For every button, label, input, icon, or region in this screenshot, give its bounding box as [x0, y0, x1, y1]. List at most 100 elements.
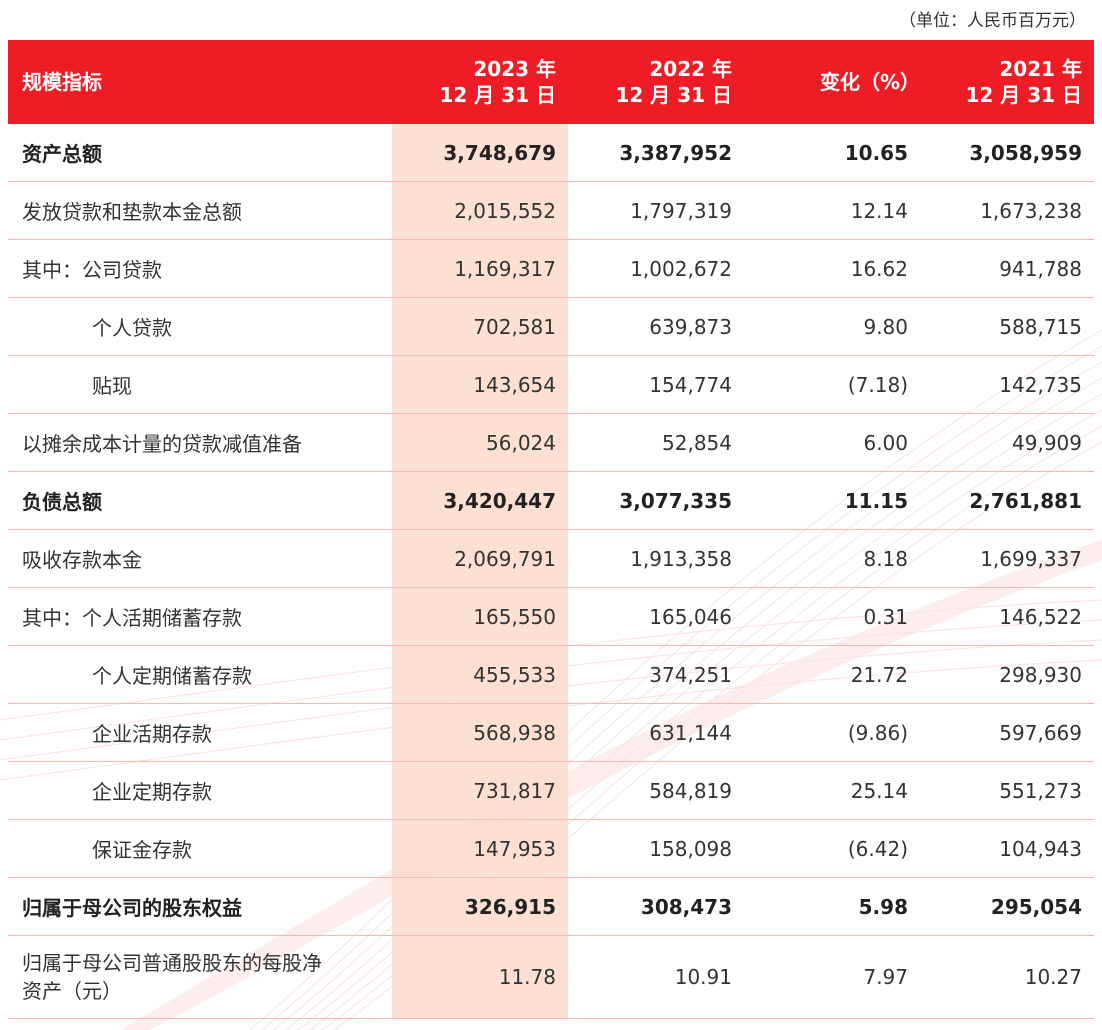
row-label: 其中：公司贷款 [8, 239, 392, 298]
header-label: 规模指标 [8, 40, 392, 124]
value-2023: 731,817 [392, 761, 568, 820]
table-row: 资产总额 3,748,679 3,387,952 10.65 3,058,959 [8, 124, 1094, 182]
value-change: 8.18 [744, 529, 920, 588]
value-2021: 941,788 [920, 239, 1094, 298]
table-row: 其中：公司贷款 1,169,317 1,002,672 16.62 941,788 [8, 239, 1094, 298]
table-row: 发放贷款和垫款本金总额 2,015,552 1,797,319 12.14 1,673,… [8, 181, 1094, 240]
table-row: 保证金存款 147,953 158,098 (6.42) 104,943 [8, 819, 1094, 878]
value-2023: 455,533 [392, 645, 568, 704]
value-2023: 56,024 [392, 413, 568, 472]
value-2021: 1,699,337 [920, 529, 1094, 588]
value-change: 0.31 [744, 587, 920, 646]
value-change: 16.62 [744, 239, 920, 298]
value-2022: 158,098 [568, 819, 744, 878]
value-2021: 551,273 [920, 761, 1094, 820]
value-change: 9.80 [744, 297, 920, 356]
value-change: 5.98 [744, 877, 920, 936]
value-2023: 568,938 [392, 703, 568, 762]
value-2023: 2,069,791 [392, 529, 568, 588]
header-2022: 2022 年 12 月 31 日 [568, 40, 744, 124]
value-2021: 142,735 [920, 355, 1094, 414]
row-label: 吸收存款本金 [8, 529, 392, 588]
row-label: 以摊余成本计量的贷款减值准备 [8, 413, 392, 472]
header-2021: 2021 年 12 月 31 日 [920, 40, 1094, 124]
row-label: 发放贷款和垫款本金总额 [8, 181, 392, 240]
row-label: 个人贷款 [8, 297, 392, 356]
value-2023: 1,169,317 [392, 239, 568, 298]
value-2021: 597,669 [920, 703, 1094, 762]
row-label-line: 归属于母公司普通股股东的每股净 [22, 951, 322, 975]
value-change: (7.18) [744, 355, 920, 414]
table-row: 个人定期储蓄存款 455,533 374,251 21.72 298,930 [8, 645, 1094, 704]
table-row: 归属于母公司的股东权益 326,915 308,473 5.98 295,054 [8, 877, 1094, 936]
value-change: 10.65 [744, 124, 920, 182]
value-2022: 10.91 [568, 935, 744, 1019]
header-change: 变化（%） [744, 40, 920, 124]
table-header: 规模指标 2023 年 12 月 31 日 2022 年 12 月 31 日 变… [8, 40, 1094, 124]
header-2023: 2023 年 12 月 31 日 [392, 40, 568, 124]
value-2021: 298,930 [920, 645, 1094, 704]
table-row: 负债总额 3,420,447 3,077,335 11.15 2,761,881 [8, 471, 1094, 530]
row-label: 贴现 [8, 355, 392, 414]
row-label: 负债总额 [8, 471, 392, 530]
value-change: (9.86) [744, 703, 920, 762]
row-label: 资产总额 [8, 124, 392, 182]
value-2022: 52,854 [568, 413, 744, 472]
value-2021: 1,673,238 [920, 181, 1094, 240]
value-2023: 11.78 [392, 935, 568, 1019]
row-label: 企业活期存款 [8, 703, 392, 762]
row-label-line: 资产（元） [22, 979, 122, 1003]
value-2023: 147,953 [392, 819, 568, 878]
value-change: 21.72 [744, 645, 920, 704]
value-2021: 104,943 [920, 819, 1094, 878]
row-label: 归属于母公司普通股股东的每股净 资产（元） [8, 935, 392, 1019]
row-label: 其中：个人活期储蓄存款 [8, 587, 392, 646]
value-2021: 588,715 [920, 297, 1094, 356]
value-2022: 374,251 [568, 645, 744, 704]
table-row: 归属于母公司普通股股东的每股净 资产（元） 11.78 10.91 7.97 10.27 [8, 935, 1094, 1019]
value-2023: 2,015,552 [392, 181, 568, 240]
value-2022: 3,077,335 [568, 471, 744, 530]
table-row: 企业活期存款 568,938 631,144 (9.86) 597,669 [8, 703, 1094, 762]
value-2021: 146,522 [920, 587, 1094, 646]
value-2022: 1,913,358 [568, 529, 744, 588]
table-body: 资产总额 3,748,679 3,387,952 10.65 3,058,959 发放贷款… [8, 124, 1094, 1019]
value-2022: 3,387,952 [568, 124, 744, 182]
unit-note: （单位：人民币百万元） [899, 11, 1086, 31]
value-change: 25.14 [744, 761, 920, 820]
row-label: 企业定期存款 [8, 761, 392, 820]
value-2022: 165,046 [568, 587, 744, 646]
value-2022: 639,873 [568, 297, 744, 356]
value-2021: 2,761,881 [920, 471, 1094, 530]
table-row: 贴现 143,654 154,774 (7.18) 142,735 [8, 355, 1094, 414]
value-2022: 1,002,672 [568, 239, 744, 298]
row-label: 保证金存款 [8, 819, 392, 878]
table-row: 其中：个人活期储蓄存款 165,550 165,046 0.31 146,522 [8, 587, 1094, 646]
table-row: 以摊余成本计量的贷款减值准备 56,024 52,854 6.00 49,909 [8, 413, 1094, 472]
value-change: (6.42) [744, 819, 920, 878]
value-2022: 584,819 [568, 761, 744, 820]
value-2021: 3,058,959 [920, 124, 1094, 182]
value-2021: 295,054 [920, 877, 1094, 936]
value-change: 7.97 [744, 935, 920, 1019]
value-2023: 3,748,679 [392, 124, 568, 182]
value-2022: 631,144 [568, 703, 744, 762]
value-2022: 1,797,319 [568, 181, 744, 240]
table-row: 吸收存款本金 2,069,791 1,913,358 8.18 1,699,337 [8, 529, 1094, 588]
scale-indicators-table: 规模指标 2023 年 12 月 31 日 2022 年 12 月 31 日 变… [8, 40, 1094, 1019]
value-change: 11.15 [744, 471, 920, 530]
value-2022: 154,774 [568, 355, 744, 414]
value-2023: 165,550 [392, 587, 568, 646]
table-row: 企业定期存款 731,817 584,819 25.14 551,273 [8, 761, 1094, 820]
row-label: 个人定期储蓄存款 [8, 645, 392, 704]
value-2021: 49,909 [920, 413, 1094, 472]
table-row: 个人贷款 702,581 639,873 9.80 588,715 [8, 297, 1094, 356]
value-2023: 326,915 [392, 877, 568, 936]
value-change: 12.14 [744, 181, 920, 240]
value-2023: 143,654 [392, 355, 568, 414]
value-change: 6.00 [744, 413, 920, 472]
value-2023: 3,420,447 [392, 471, 568, 530]
row-label: 归属于母公司的股东权益 [8, 877, 392, 936]
value-2022: 308,473 [568, 877, 744, 936]
value-2023: 702,581 [392, 297, 568, 356]
